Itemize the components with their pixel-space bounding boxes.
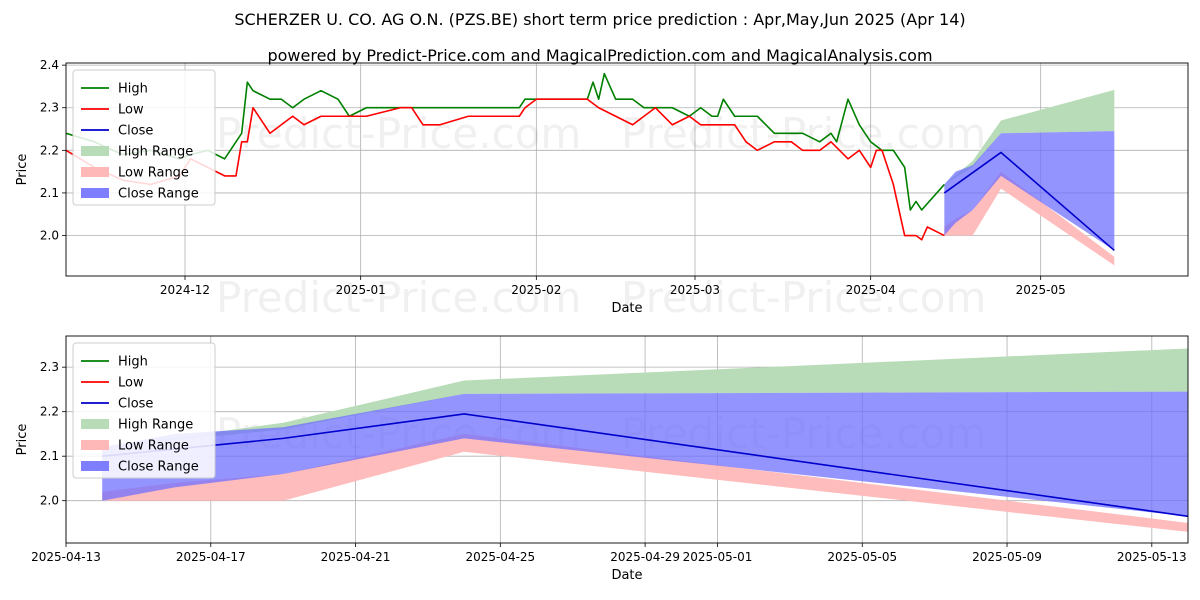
watermark-text: Predict-Price.com <box>216 109 581 158</box>
high-range-band <box>944 89 1115 185</box>
legend-label: High <box>118 82 148 97</box>
x-tick-label: 2025-03 <box>670 283 720 297</box>
x-tick-label: 2025-01 <box>336 283 386 297</box>
low-line <box>66 98 945 241</box>
x-tick-label: 2025-05 <box>1016 283 1066 297</box>
legend-label: Low Range <box>118 439 189 454</box>
legend-swatch-low-range <box>81 440 109 450</box>
x-tick-label: 2025-05-13 <box>1117 550 1187 564</box>
legend-label: Close Range <box>118 187 199 202</box>
legend-label: Close Range <box>118 460 199 475</box>
legend-swatch-close-range <box>81 188 109 198</box>
legend-swatch-close-range <box>81 461 109 471</box>
y-tick-label: 2.0 <box>40 229 59 243</box>
x-axis-label: Date <box>611 568 642 583</box>
y-tick-label: 2.3 <box>40 101 59 115</box>
chart-panel-1: 2024-12 2025-01 2025-02 2025-03 2025-04 2025-… <box>15 58 1189 322</box>
legend-label: High <box>118 355 148 370</box>
watermark-text: Predict-Price.com <box>621 273 986 322</box>
y-tick-label: 2.3 <box>40 360 59 374</box>
plot-area <box>66 72 1115 266</box>
legend-label: Low Range <box>118 166 189 181</box>
low-range-band <box>944 171 1115 266</box>
close-line <box>943 151 1115 252</box>
x-tick-label: 2025-04 <box>846 283 896 297</box>
x-tick-label: 2025-02 <box>511 283 561 297</box>
legend: High Low Close High Range Low Range Close Ran… <box>72 342 216 479</box>
y-tick-label: 2.4 <box>40 58 59 72</box>
x-tick-label: 2025-05-01 <box>683 550 753 564</box>
x-tick-label: 2025-04-29 <box>610 550 680 564</box>
x-tick-label: 2024-12 <box>160 283 210 297</box>
chart-subtitle: powered by Predict-Price.com and Magical… <box>267 46 933 65</box>
legend-swatch-low-range <box>81 167 109 177</box>
x-tick-label: 2025-05-05 <box>827 550 897 564</box>
x-tick-label: 2025-04-25 <box>465 550 535 564</box>
x-tick-label: 2025-05-09 <box>972 550 1042 564</box>
x-tick-label: 2025-04-21 <box>321 550 391 564</box>
legend: High Low Close High Range Low Range Close Ran… <box>72 69 216 206</box>
legend-label: High Range <box>118 418 193 433</box>
x-axis-label: Date <box>611 301 642 316</box>
legend-swatch-high-range <box>81 419 109 429</box>
legend-label: High Range <box>118 145 193 160</box>
y-tick-label: 2.1 <box>40 449 59 463</box>
chart-panel-2: 2025-04-13 2025-04-17 2025-04-21 2025-04-25… <box>15 335 1189 583</box>
close-range-band <box>944 131 1115 251</box>
y-tick-label: 2.2 <box>40 405 59 419</box>
y-tick-label: 2.2 <box>40 143 59 157</box>
legend-label: Low <box>118 376 144 391</box>
legend-label: Low <box>118 103 144 118</box>
y-axis-label: Price <box>15 154 30 186</box>
plot-frame <box>65 335 1189 544</box>
y-tick-label: 2.0 <box>40 494 59 508</box>
plot-frame <box>65 62 1189 277</box>
close-range-band <box>102 391 1188 517</box>
watermark-text: Predict-Price.com <box>216 273 581 322</box>
chart-title: SCHERZER U. CO. AG O.N. (PZS.BE) short t… <box>234 10 966 29</box>
high-line <box>66 72 945 211</box>
x-tick-label: 2025-04-13 <box>31 550 101 564</box>
legend-label: Close <box>118 124 153 139</box>
y-tick-label: 2.1 <box>40 186 59 200</box>
x-tick-label: 2025-04-17 <box>176 550 246 564</box>
low-range-band <box>102 433 1188 532</box>
legend-swatch-high-range <box>81 146 109 156</box>
y-axis-label: Price <box>15 424 30 456</box>
high-range-band <box>102 348 1188 448</box>
legend-label: Close <box>118 397 153 412</box>
